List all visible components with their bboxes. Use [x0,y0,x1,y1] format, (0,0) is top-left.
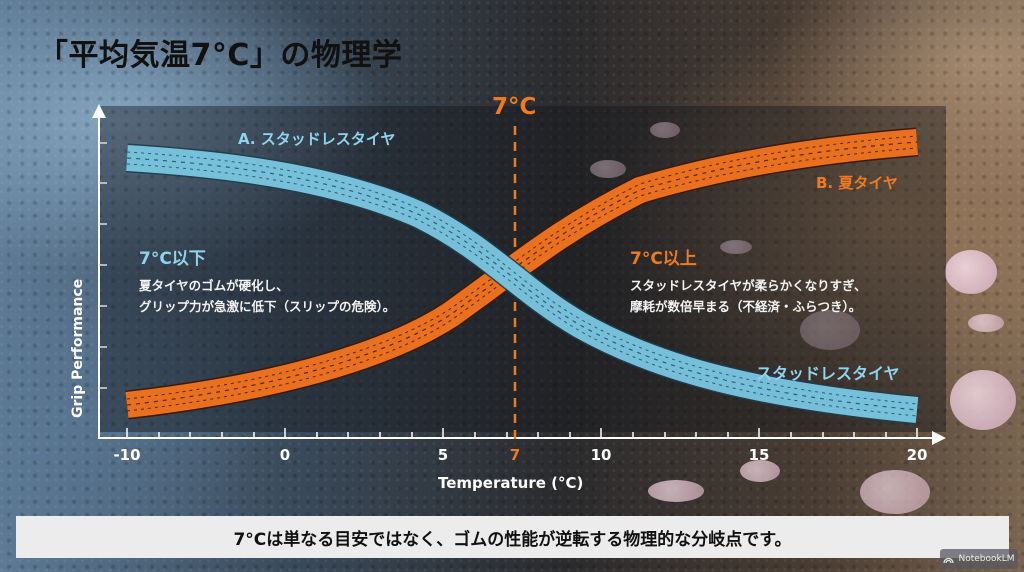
page-title: 「平均気温7°C」の物理学 [38,38,403,73]
series-studless-tire [126,143,919,425]
note-above-7c: 7°C以上 スタッドレスタイヤが柔らかくなりすぎ、 摩耗が数倍早まる（不経済・ふ… [630,244,867,317]
badge-label: NotebookLM [958,554,1015,564]
series-b-label: B. 夏タイヤ [816,174,898,192]
notebooklm-icon [943,557,955,563]
note-line: スタッドレスタイヤが柔らかくなりすぎ、 [630,278,867,293]
threshold-label: 7°C [492,94,537,120]
caption-bar: 7°Cは単なる目安ではなく、ゴムの性能が逆転する物理的な分岐点です。 [16,516,1009,558]
x-tick-label: 10 [590,446,612,464]
cherry-petal [950,370,1016,430]
note-line: グリップ力が急激に低下（スリップの危険）。 [139,299,396,314]
note-line: 夏タイヤのゴムが硬化し、 [139,278,289,293]
x-tick-label: 15 [748,446,770,464]
note-title: 7°C以上 [630,249,697,269]
series-a-end-label: スタッドレスタイヤ [756,364,900,383]
x-axis [98,428,946,445]
cherry-petal [590,160,626,178]
series-a-label: A. スタッドレスタイヤ [238,130,396,148]
note-line: 摩耗が数倍早まる（不経済・ふらつき）。 [630,299,862,314]
cherry-petal [740,460,780,482]
x-tick-label-highlight: 7 [509,446,521,464]
cherry-petal [968,314,1004,332]
caption-text: 7°Cは単なる目安ではなく、ゴムの性能が逆転する物理的な分岐点です。 [233,529,792,550]
y-axis-arrow-icon [92,104,106,118]
y-axis [92,104,107,438]
cherry-petal [945,250,997,294]
x-axis-arrow-icon [932,431,946,445]
cherry-petal [800,310,860,350]
cherry-petal [650,122,680,138]
note-title: 7°C以下 [139,249,206,269]
series-summer-tire [125,127,919,420]
cherry-petal [648,480,704,502]
x-tick-label: 5 [437,446,449,464]
x-tick-label: -10 [113,446,141,464]
x-axis-label: Temperature (°C) [438,474,584,492]
notebooklm-badge: NotebookLM [940,549,1018,569]
cherry-petal [860,470,930,514]
note-below-7c: 7°C以下 夏タイヤのゴムが硬化し、 グリップ力が急激に低下（スリップの危険）。 [139,244,395,317]
cherry-petal [720,240,752,254]
x-tick-label: 0 [279,446,291,464]
x-tick-label: 20 [906,446,928,464]
